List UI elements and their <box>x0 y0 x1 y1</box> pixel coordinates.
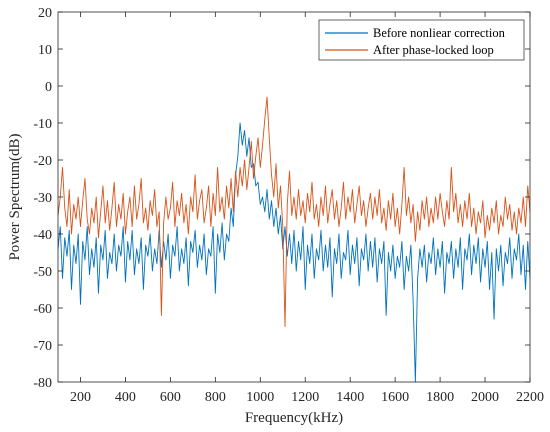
x-tick-label-2200: 2200 <box>516 390 544 405</box>
legend-label-after: After phase-locked loop <box>373 43 494 57</box>
y-tick-label--40: -40 <box>33 228 52 243</box>
series-line-0 <box>57 122 531 383</box>
x-tick-label-600: 600 <box>160 390 181 405</box>
x-tick-label-1200: 1200 <box>291 390 319 405</box>
y-tick-label-20: 20 <box>38 6 52 21</box>
x-tick-label-1800: 1800 <box>426 390 454 405</box>
y-tick-label-10: 10 <box>38 43 52 58</box>
series-line-1 <box>57 96 531 327</box>
ticks-layer: 200 400 600 800 1000 1200 1400 1600 1800 2000 2200… <box>33 6 544 405</box>
legend: Before nonliear correction After phase-l… <box>318 19 525 61</box>
series-layer <box>57 96 531 383</box>
legend-box <box>318 19 525 61</box>
x-tick-label-400: 400 <box>115 390 136 405</box>
x-axis-title: Frequency(kHz) <box>245 410 343 426</box>
y-tick-label--80: -80 <box>33 376 52 391</box>
x-tick-label-1000: 1000 <box>246 390 274 405</box>
y-tick-label--10: -10 <box>33 117 52 132</box>
x-tick-label-2000: 2000 <box>471 390 499 405</box>
y-tick-label--20: -20 <box>33 154 52 169</box>
x-tick-label-800: 800 <box>205 390 226 405</box>
y-axis-title: Power Spectrum(dB) <box>7 133 23 260</box>
x-tick-label-1400: 1400 <box>336 390 364 405</box>
x-tick-label-1600: 1600 <box>381 390 409 405</box>
y-tick-label-0: 0 <box>45 80 52 95</box>
y-tick-label--60: -60 <box>33 302 52 317</box>
y-tick-label--30: -30 <box>33 191 52 206</box>
y-tick-label--70: -70 <box>33 339 52 354</box>
x-tick-label-200: 200 <box>70 390 91 405</box>
legend-label-before: Before nonliear correction <box>373 26 506 40</box>
y-tick-label--50: -50 <box>33 265 52 280</box>
